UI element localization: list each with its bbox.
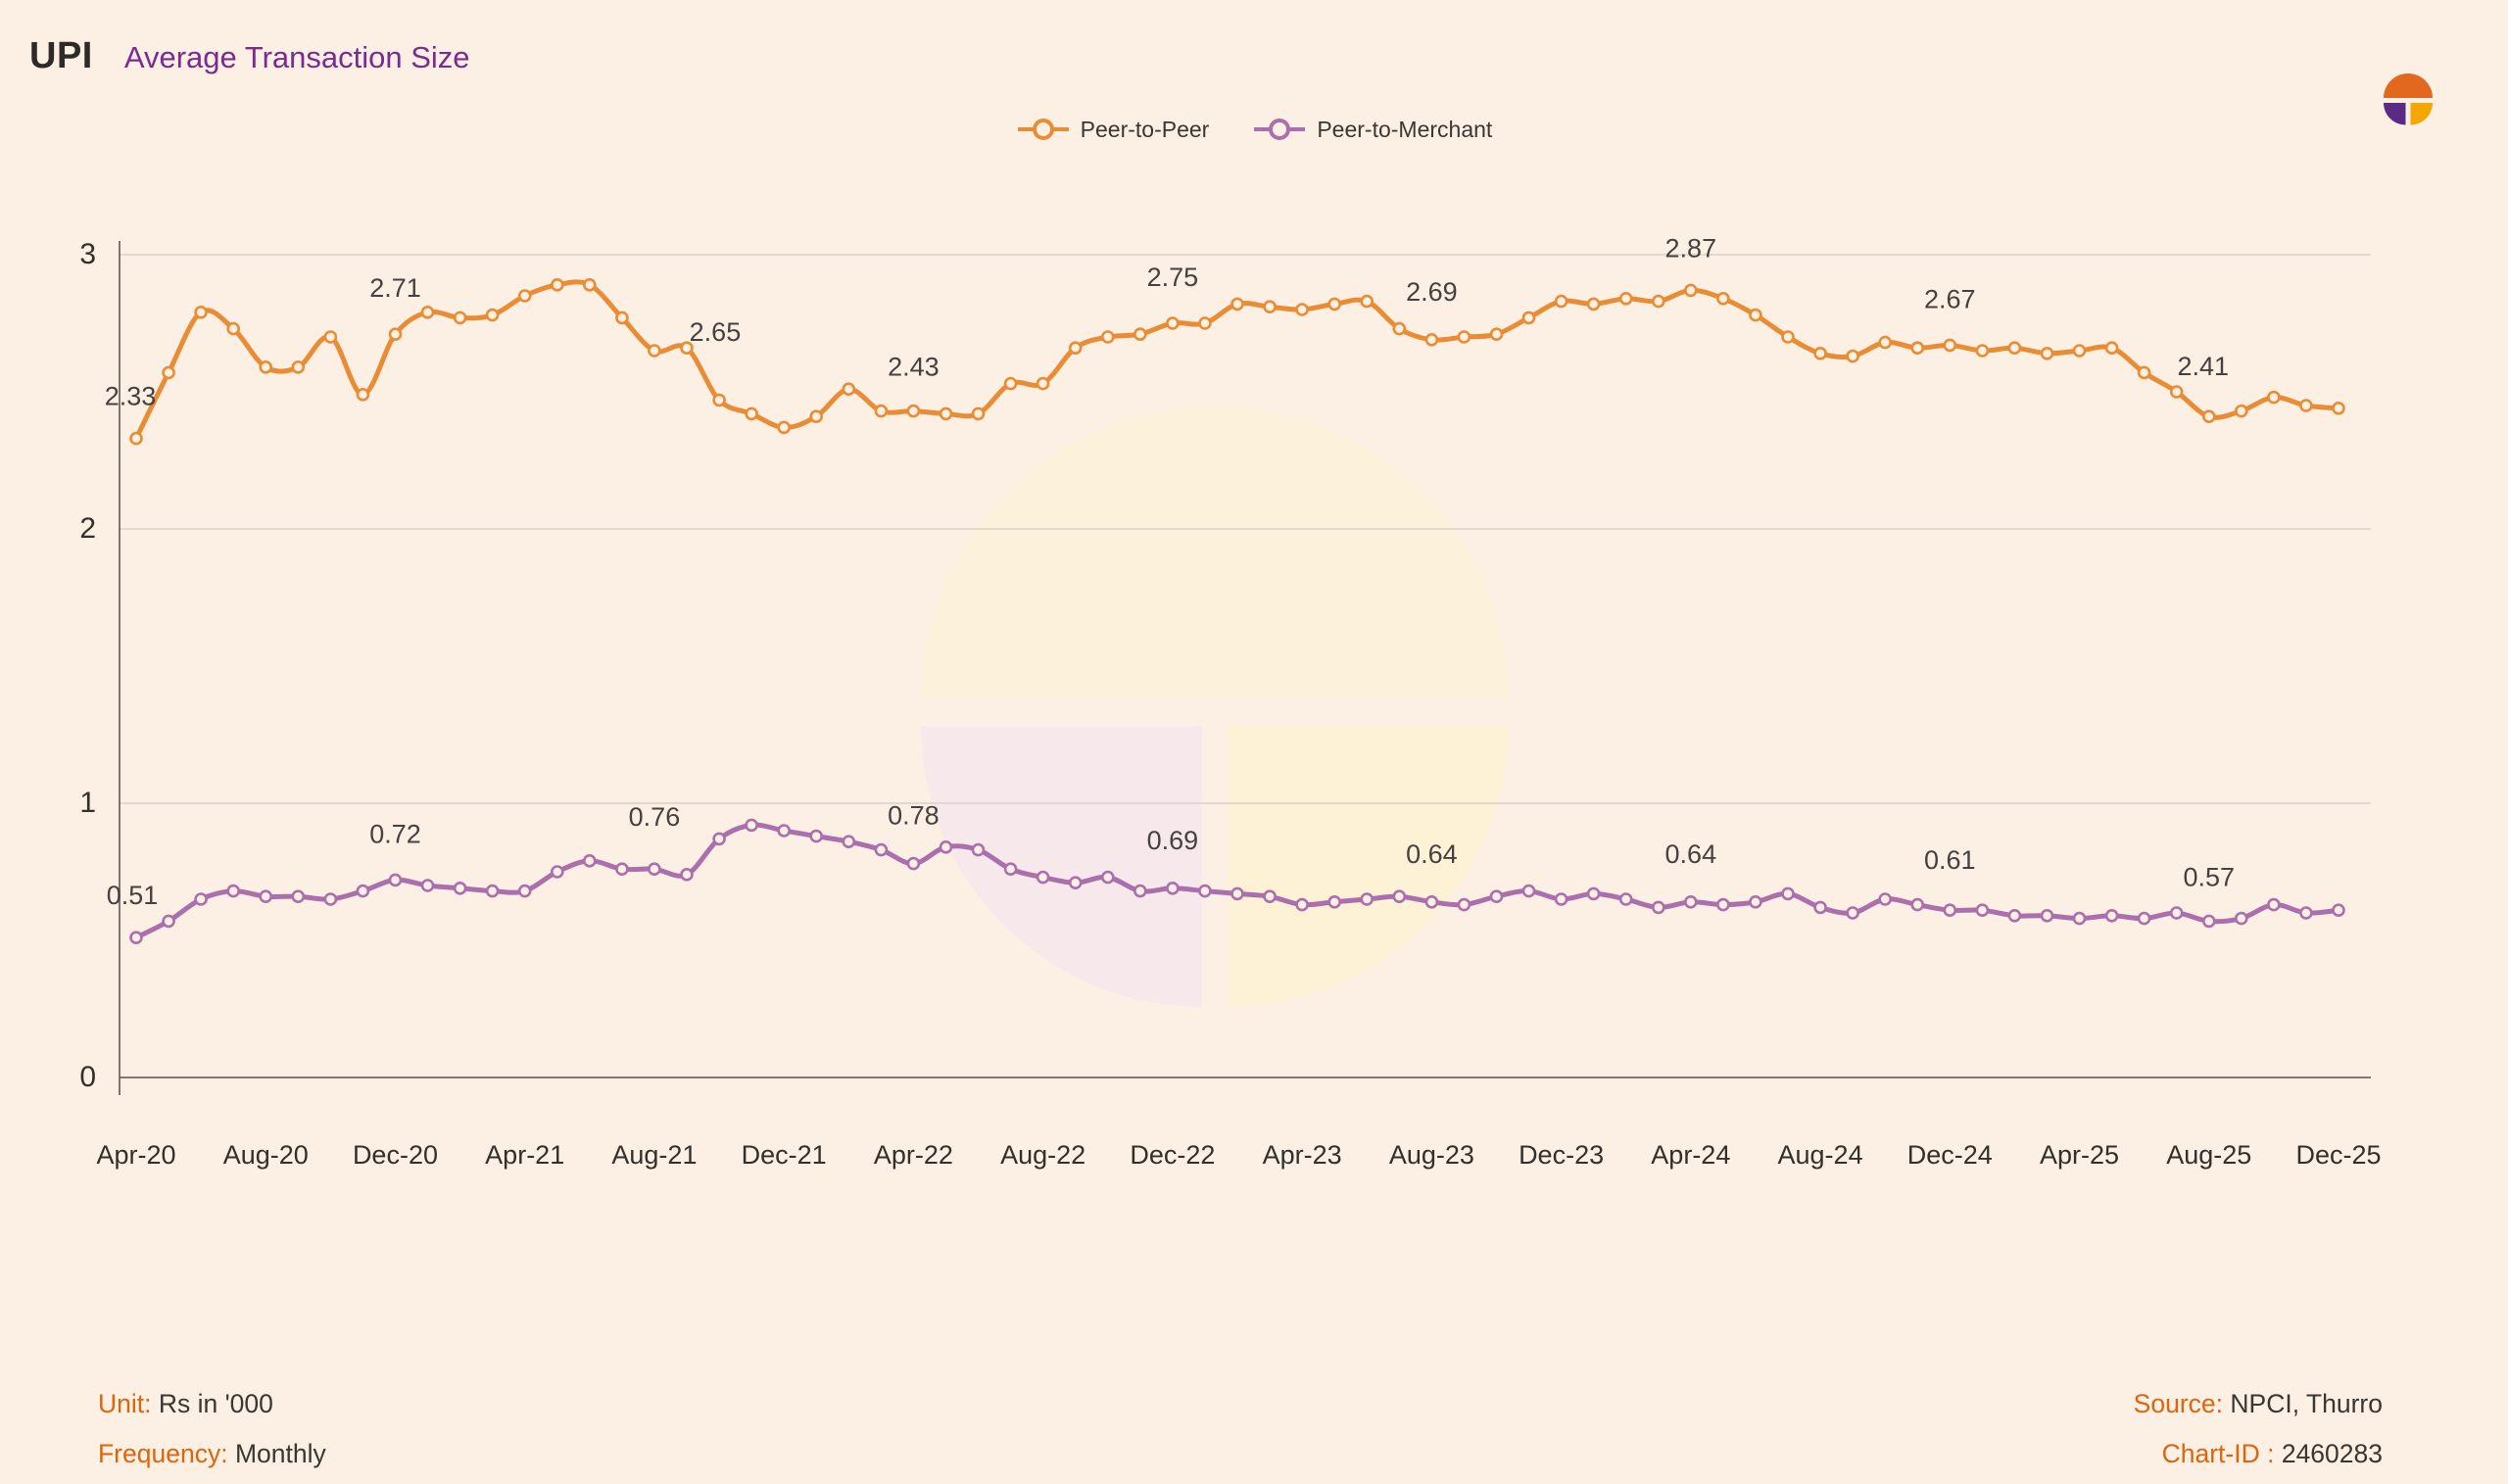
legend-item-peer-to-peer[interactable]: Peer-to-Peer: [1016, 116, 1210, 143]
svg-text:Dec-22: Dec-22: [1130, 1140, 1215, 1170]
chart-id-row: Chart-ID : 2460283: [2162, 1439, 2383, 1469]
source-value: NPCI, Thurro: [2230, 1389, 2383, 1418]
unit-value: Rs in '000: [158, 1389, 273, 1418]
svg-text:Aug-24: Aug-24: [1778, 1140, 1863, 1170]
footer-right: Source: NPCI, Thurro Chart-ID : 2460283: [2134, 1389, 2383, 1469]
frequency-row: Frequency: Monthly: [98, 1439, 326, 1469]
page-header: UPI Average Transaction Size: [29, 35, 470, 77]
chart-id-value: 2460283: [2281, 1439, 2383, 1468]
legend-label: Peer-to-Peer: [1080, 116, 1210, 142]
svg-text:0.57: 0.57: [2183, 862, 2235, 891]
chart-id-label: Chart-ID :: [2161, 1439, 2275, 1468]
svg-text:Dec-25: Dec-25: [2295, 1140, 2381, 1170]
svg-text:Apr-24: Apr-24: [1651, 1140, 1730, 1170]
svg-text:2.33: 2.33: [105, 382, 157, 411]
legend-item-peer-to-merchant[interactable]: Peer-to-Merchant: [1252, 116, 1492, 143]
svg-text:2.43: 2.43: [888, 353, 940, 382]
page-title: Average Transaction Size: [123, 40, 470, 74]
svg-text:Dec-23: Dec-23: [1519, 1140, 1604, 1170]
line-marker-icon: [1254, 119, 1306, 140]
svg-text:0.64: 0.64: [1665, 839, 1717, 869]
svg-text:2.65: 2.65: [690, 317, 742, 347]
svg-text:2.87: 2.87: [1665, 233, 1717, 263]
svg-text:2.75: 2.75: [1147, 263, 1199, 292]
svg-text:2: 2: [79, 512, 96, 545]
legend-label: Peer-to-Merchant: [1317, 116, 1493, 142]
svg-text:Apr-23: Apr-23: [1263, 1140, 1342, 1170]
svg-text:Apr-20: Apr-20: [96, 1140, 175, 1170]
svg-text:Dec-21: Dec-21: [742, 1140, 827, 1170]
svg-text:0.64: 0.64: [1406, 839, 1458, 869]
svg-text:0.72: 0.72: [369, 819, 421, 848]
svg-text:Apr-25: Apr-25: [2040, 1140, 2119, 1170]
svg-text:1: 1: [79, 787, 96, 819]
line-marker-icon: [1017, 119, 1069, 140]
frequency-value: Monthly: [234, 1439, 326, 1468]
source-row: Source: NPCI, Thurro: [2134, 1389, 2383, 1419]
svg-text:0.69: 0.69: [1147, 826, 1199, 855]
svg-text:Aug-21: Aug-21: [611, 1140, 697, 1170]
svg-text:0.76: 0.76: [629, 802, 681, 832]
svg-text:0: 0: [79, 1061, 96, 1093]
svg-text:Dec-24: Dec-24: [1907, 1140, 1993, 1170]
svg-text:0.51: 0.51: [107, 881, 159, 910]
svg-text:2.41: 2.41: [2177, 352, 2229, 381]
svg-text:2.67: 2.67: [1924, 284, 1976, 313]
svg-text:Aug-22: Aug-22: [1000, 1140, 1085, 1170]
source-label: Source:: [2133, 1389, 2223, 1418]
svg-text:Aug-20: Aug-20: [223, 1140, 309, 1170]
svg-text:Aug-23: Aug-23: [1389, 1140, 1474, 1170]
svg-text:Apr-22: Apr-22: [874, 1140, 953, 1170]
svg-text:3: 3: [79, 238, 96, 270]
frequency-label: Frequency:: [98, 1439, 228, 1468]
footer-left: Unit: Rs in '000 Frequency: Monthly: [98, 1389, 326, 1469]
svg-text:Dec-20: Dec-20: [353, 1140, 438, 1170]
svg-text:0.61: 0.61: [1924, 845, 1976, 875]
brand-label: UPI: [29, 35, 93, 76]
svg-text:Aug-25: Aug-25: [2166, 1140, 2251, 1170]
unit-label: Unit:: [98, 1389, 152, 1418]
svg-text:2.71: 2.71: [369, 273, 421, 303]
svg-text:2.69: 2.69: [1406, 277, 1458, 307]
thurro-logo-icon: [2384, 73, 2433, 125]
svg-text:0.78: 0.78: [888, 801, 940, 831]
unit-row: Unit: Rs in '000: [98, 1389, 326, 1419]
chart-legend: Peer-to-Peer Peer-to-Merchant: [0, 116, 2508, 143]
svg-text:Apr-21: Apr-21: [485, 1140, 564, 1170]
